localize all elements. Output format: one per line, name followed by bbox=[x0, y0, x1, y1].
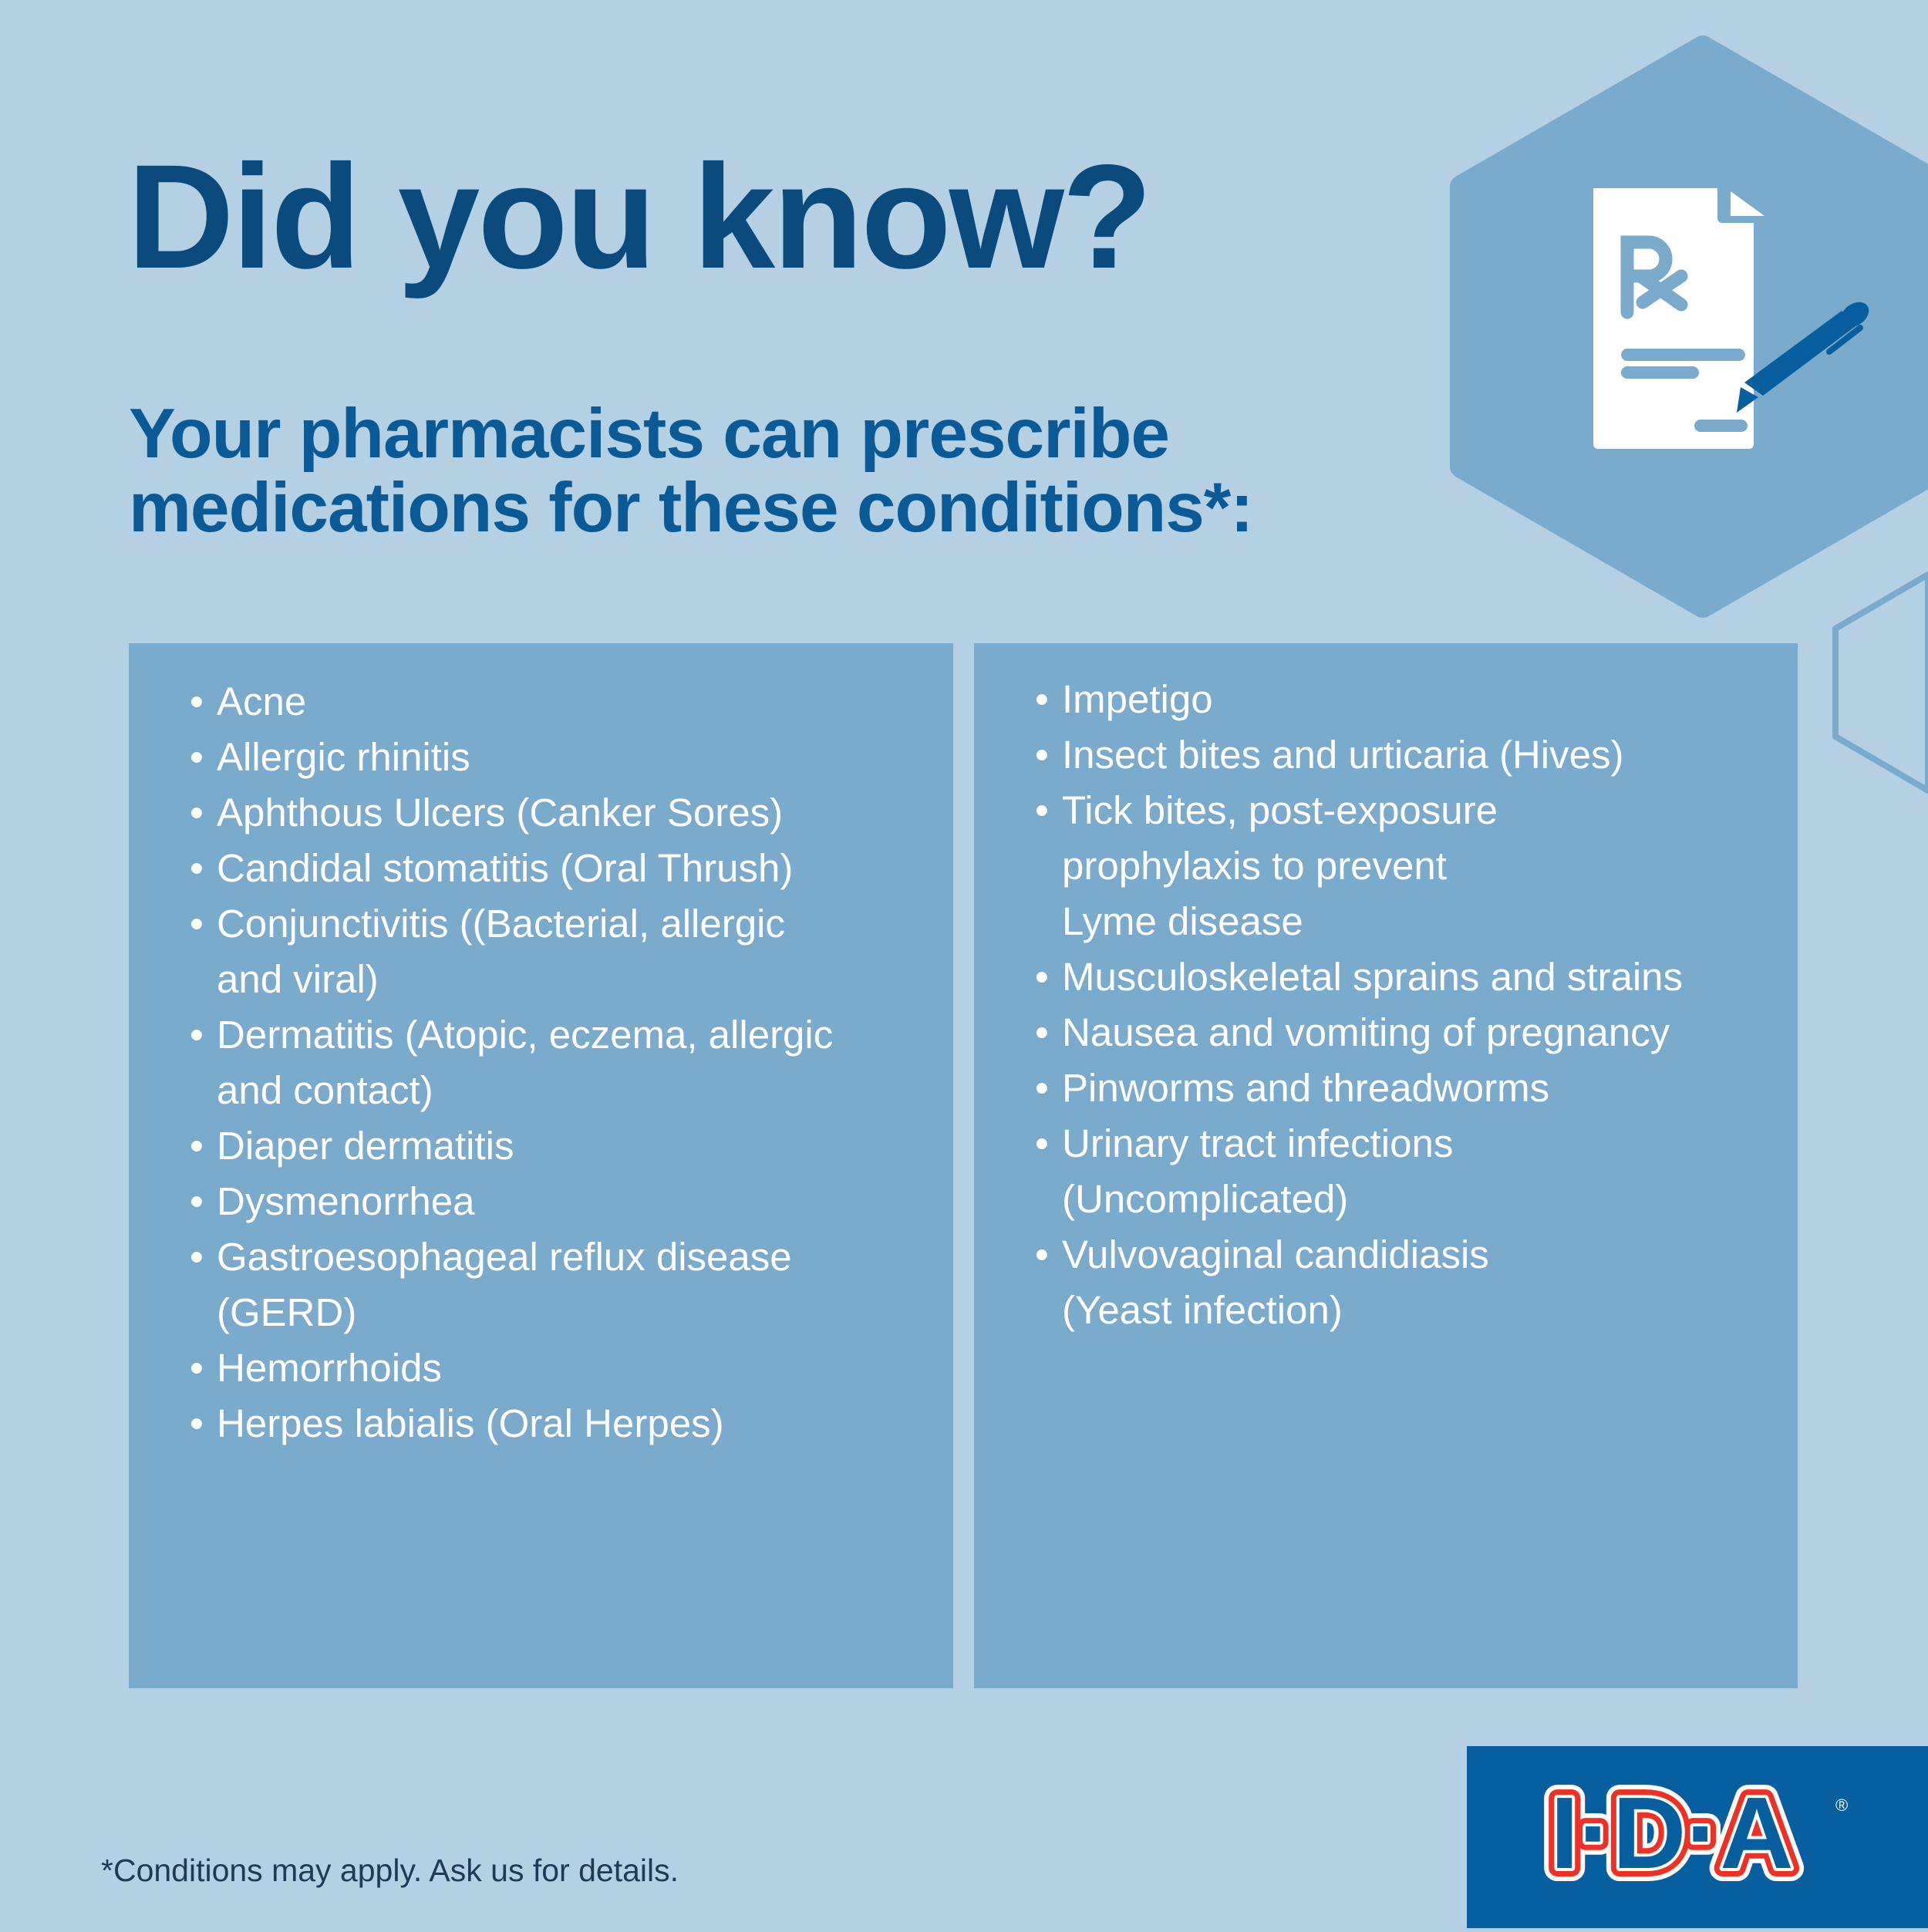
bullet-icon: • bbox=[190, 846, 204, 890]
condition-text: Aphthous Ulcers (Canker Sores) bbox=[217, 791, 784, 835]
condition-text: Insect bites and urticaria (Hives) bbox=[1062, 733, 1624, 777]
list-item-continuation: (Uncomplicated) bbox=[974, 1172, 1798, 1227]
condition-text: Gastroesophageal reflux disease bbox=[217, 1235, 792, 1279]
list-item-continuation: (Yeast infection) bbox=[974, 1283, 1798, 1338]
prescription-document-pen-icon bbox=[1593, 188, 1869, 449]
condition-text: and contact) bbox=[217, 1068, 433, 1112]
bullet-icon: • bbox=[190, 1013, 204, 1057]
list-item-continuation: prophylaxis to prevent bbox=[974, 838, 1798, 894]
bullet-icon: • bbox=[190, 735, 204, 779]
ida-logo: I·D·A I·D·A I·D·A ® bbox=[1537, 1763, 1848, 1903]
bullet-icon: • bbox=[1035, 1232, 1049, 1276]
list-item: • Conjunctivitis ((Bacterial, allergic bbox=[129, 896, 953, 952]
bullet-icon: • bbox=[190, 791, 204, 835]
logo-text: I·D·A bbox=[1550, 1776, 1793, 1890]
condition-text: Allergic rhinitis bbox=[217, 735, 470, 779]
list-item: • Musculoskeletal sprains and strains bbox=[974, 949, 1798, 1005]
condition-text: Impetigo bbox=[1062, 677, 1213, 721]
bullet-icon: • bbox=[1035, 955, 1049, 999]
logo-red: I·D·A bbox=[1550, 1776, 1793, 1890]
bullet-icon: • bbox=[190, 1124, 204, 1168]
condition-text: Herpes labialis (Oral Herpes) bbox=[217, 1401, 724, 1445]
condition-text: Hemorrhoids bbox=[217, 1346, 442, 1390]
list-item: • Acne bbox=[129, 674, 953, 730]
condition-text: Lyme disease bbox=[1062, 899, 1303, 943]
registered-mark: ® bbox=[1835, 1795, 1848, 1815]
condition-text: Dermatitis (Atopic, eczema, allergic bbox=[217, 1013, 834, 1057]
list-item: • Impetigo bbox=[974, 672, 1798, 727]
list-item-continuation: and viral) bbox=[129, 952, 953, 1007]
list-item: • Insect bites and urticaria (Hives) bbox=[974, 727, 1798, 783]
bullet-icon: • bbox=[1035, 1010, 1049, 1054]
list-item: • Candidal stomatitis (Oral Thrush) bbox=[129, 841, 953, 896]
condition-text: Acne bbox=[217, 679, 307, 723]
condition-text: Urinary tract infections bbox=[1062, 1121, 1454, 1165]
subtitle-line-1: Your pharmacists can prescribe bbox=[129, 395, 1170, 473]
list-item: • Herpes labialis (Oral Herpes) bbox=[129, 1396, 953, 1452]
list-item: • Vulvovaginal candidiasis bbox=[974, 1227, 1798, 1283]
list-item-continuation: (GERD) bbox=[129, 1285, 953, 1340]
condition-text: (GERD) bbox=[217, 1290, 357, 1334]
bullet-icon: • bbox=[190, 1346, 204, 1390]
bullet-icon: • bbox=[190, 1179, 204, 1223]
condition-text: (Uncomplicated) bbox=[1062, 1177, 1349, 1221]
condition-text: Nausea and vomiting of pregnancy bbox=[1062, 1010, 1670, 1054]
condition-text: Tick bites, post-exposure bbox=[1062, 788, 1498, 832]
condition-text: Pinworms and threadworms bbox=[1062, 1066, 1550, 1110]
list-item-continuation: and contact) bbox=[129, 1063, 953, 1118]
condition-text: Conjunctivitis ((Bacterial, allergic bbox=[217, 902, 785, 946]
page-title: Did you know? bbox=[127, 133, 1152, 299]
bullet-icon: • bbox=[190, 902, 204, 946]
conditions-panel-left: • Acne • Allergic rhinitis • Aphthous Ulcers … bbox=[129, 643, 953, 1688]
list-item: • Aphthous Ulcers (Canker Sores) bbox=[129, 785, 953, 841]
ida-logo-panel: I·D·A I·D·A I·D·A ® bbox=[1467, 1746, 1928, 1928]
condition-text: and viral) bbox=[217, 957, 379, 1001]
list-item: • Dysmenorrhea bbox=[129, 1174, 953, 1229]
bullet-icon: • bbox=[1035, 733, 1049, 777]
condition-text: Dysmenorrhea bbox=[217, 1179, 475, 1223]
list-item: • Dermatitis (Atopic, eczema, allergic bbox=[129, 1007, 953, 1063]
condition-text: Vulvovaginal candidiasis bbox=[1062, 1232, 1489, 1276]
list-item: • Nausea and vomiting of pregnancy bbox=[974, 1005, 1798, 1060]
condition-text: Diaper dermatitis bbox=[217, 1124, 514, 1168]
bullet-icon: • bbox=[190, 1235, 204, 1279]
decorative-hexagon-outline bbox=[1832, 572, 1928, 794]
bullet-icon: • bbox=[190, 679, 204, 723]
list-item-continuation: Lyme disease bbox=[974, 894, 1798, 949]
bullet-icon: • bbox=[1035, 788, 1049, 832]
list-item: • Urinary tract infections bbox=[974, 1116, 1798, 1172]
list-item: • Tick bites, post-exposure bbox=[974, 783, 1798, 838]
condition-text: prophylaxis to prevent bbox=[1062, 844, 1447, 888]
bullet-icon: • bbox=[1035, 1066, 1049, 1110]
list-item: • Diaper dermatitis bbox=[129, 1118, 953, 1174]
list-item: • Pinworms and threadworms bbox=[974, 1060, 1798, 1116]
condition-text: (Yeast infection) bbox=[1062, 1288, 1343, 1332]
list-item: • Gastroesophageal reflux disease bbox=[129, 1229, 953, 1285]
subtitle: Your pharmacists can prescribe medicatio… bbox=[129, 395, 1254, 547]
condition-text: Musculoskeletal sprains and strains bbox=[1062, 955, 1684, 999]
subtitle-line-2: medications for these conditions*: bbox=[129, 469, 1254, 547]
footnote: *Conditions may apply. Ask us for detail… bbox=[101, 1853, 679, 1888]
list-item: • Hemorrhoids bbox=[129, 1340, 953, 1396]
bullet-icon: • bbox=[1035, 1121, 1049, 1165]
bullet-icon: • bbox=[190, 1401, 204, 1445]
list-item: • Allergic rhinitis bbox=[129, 730, 953, 785]
condition-text: Candidal stomatitis (Oral Thrush) bbox=[217, 846, 794, 890]
conditions-list-left: • Acne • Allergic rhinitis • Aphthous Ulcers … bbox=[129, 674, 953, 1452]
conditions-panel-right: • Impetigo • Insect bites and urticaria (Hi… bbox=[974, 643, 1798, 1688]
conditions-list-right: • Impetigo • Insect bites and urticaria (Hi… bbox=[974, 672, 1798, 1338]
logo-outline: I·D·A bbox=[1550, 1776, 1793, 1890]
bullet-icon: • bbox=[1035, 677, 1049, 721]
